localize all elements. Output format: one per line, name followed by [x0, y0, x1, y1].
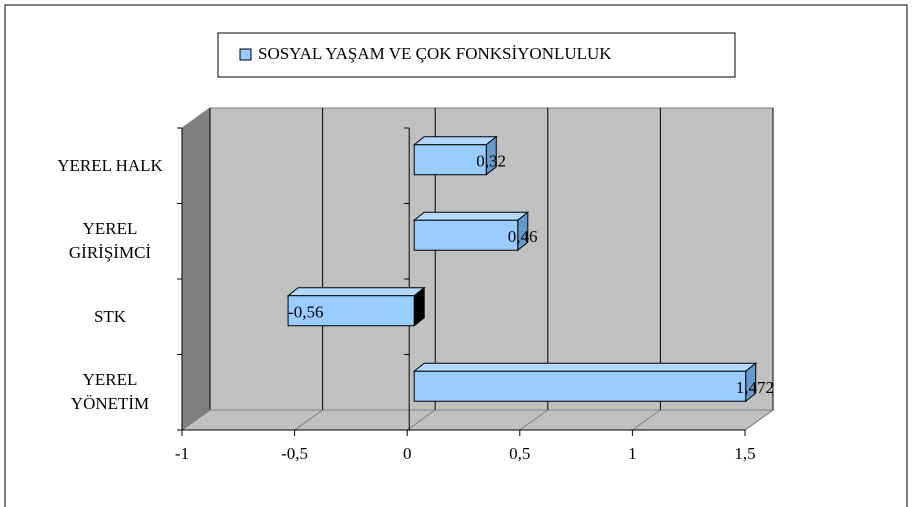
legend-marker	[239, 48, 252, 61]
floor-grid-line	[294, 409, 323, 431]
data-label: 0,32	[476, 152, 506, 171]
y-tick-label: STK	[93, 306, 127, 326]
data-label: 0,46	[508, 227, 538, 246]
bar-top	[412, 136, 498, 146]
floor	[180, 409, 775, 431]
bar	[413, 144, 487, 176]
floor-grid-line	[181, 409, 211, 431]
x-tick-label: 0	[403, 444, 412, 463]
floor-grid-line	[519, 409, 549, 431]
floor-grid-line	[632, 409, 661, 431]
bar	[287, 295, 415, 327]
bar-top	[412, 362, 758, 372]
x-tick-label: -0,5	[281, 444, 308, 463]
side-wall	[181, 107, 211, 431]
bar	[413, 219, 519, 251]
y-tick-label: YEREL GİRİŞİMCİ	[68, 219, 152, 263]
x-tick-label: -1	[175, 444, 189, 463]
y-tick-label: YEREL HALK	[57, 155, 163, 175]
legend-box	[217, 32, 736, 78]
data-label: 1,472	[736, 378, 774, 397]
legend-label: SOSYAL YAŞAM VE ÇOK FONKSİYONLULUK	[258, 44, 612, 63]
x-tick-label: 1	[628, 444, 637, 463]
bar-top	[286, 287, 426, 297]
floor-grid-line	[744, 409, 774, 431]
y-tick-label: YEREL YÖNETİM	[70, 370, 150, 414]
bar-top	[412, 211, 530, 221]
x-tick-label: 0,5	[509, 444, 530, 463]
chart-border	[4, 4, 908, 507]
x-tick-label: 1,5	[734, 444, 755, 463]
bar	[413, 370, 747, 402]
floor-grid-line	[406, 409, 436, 431]
data-label: -0,56	[288, 303, 323, 322]
